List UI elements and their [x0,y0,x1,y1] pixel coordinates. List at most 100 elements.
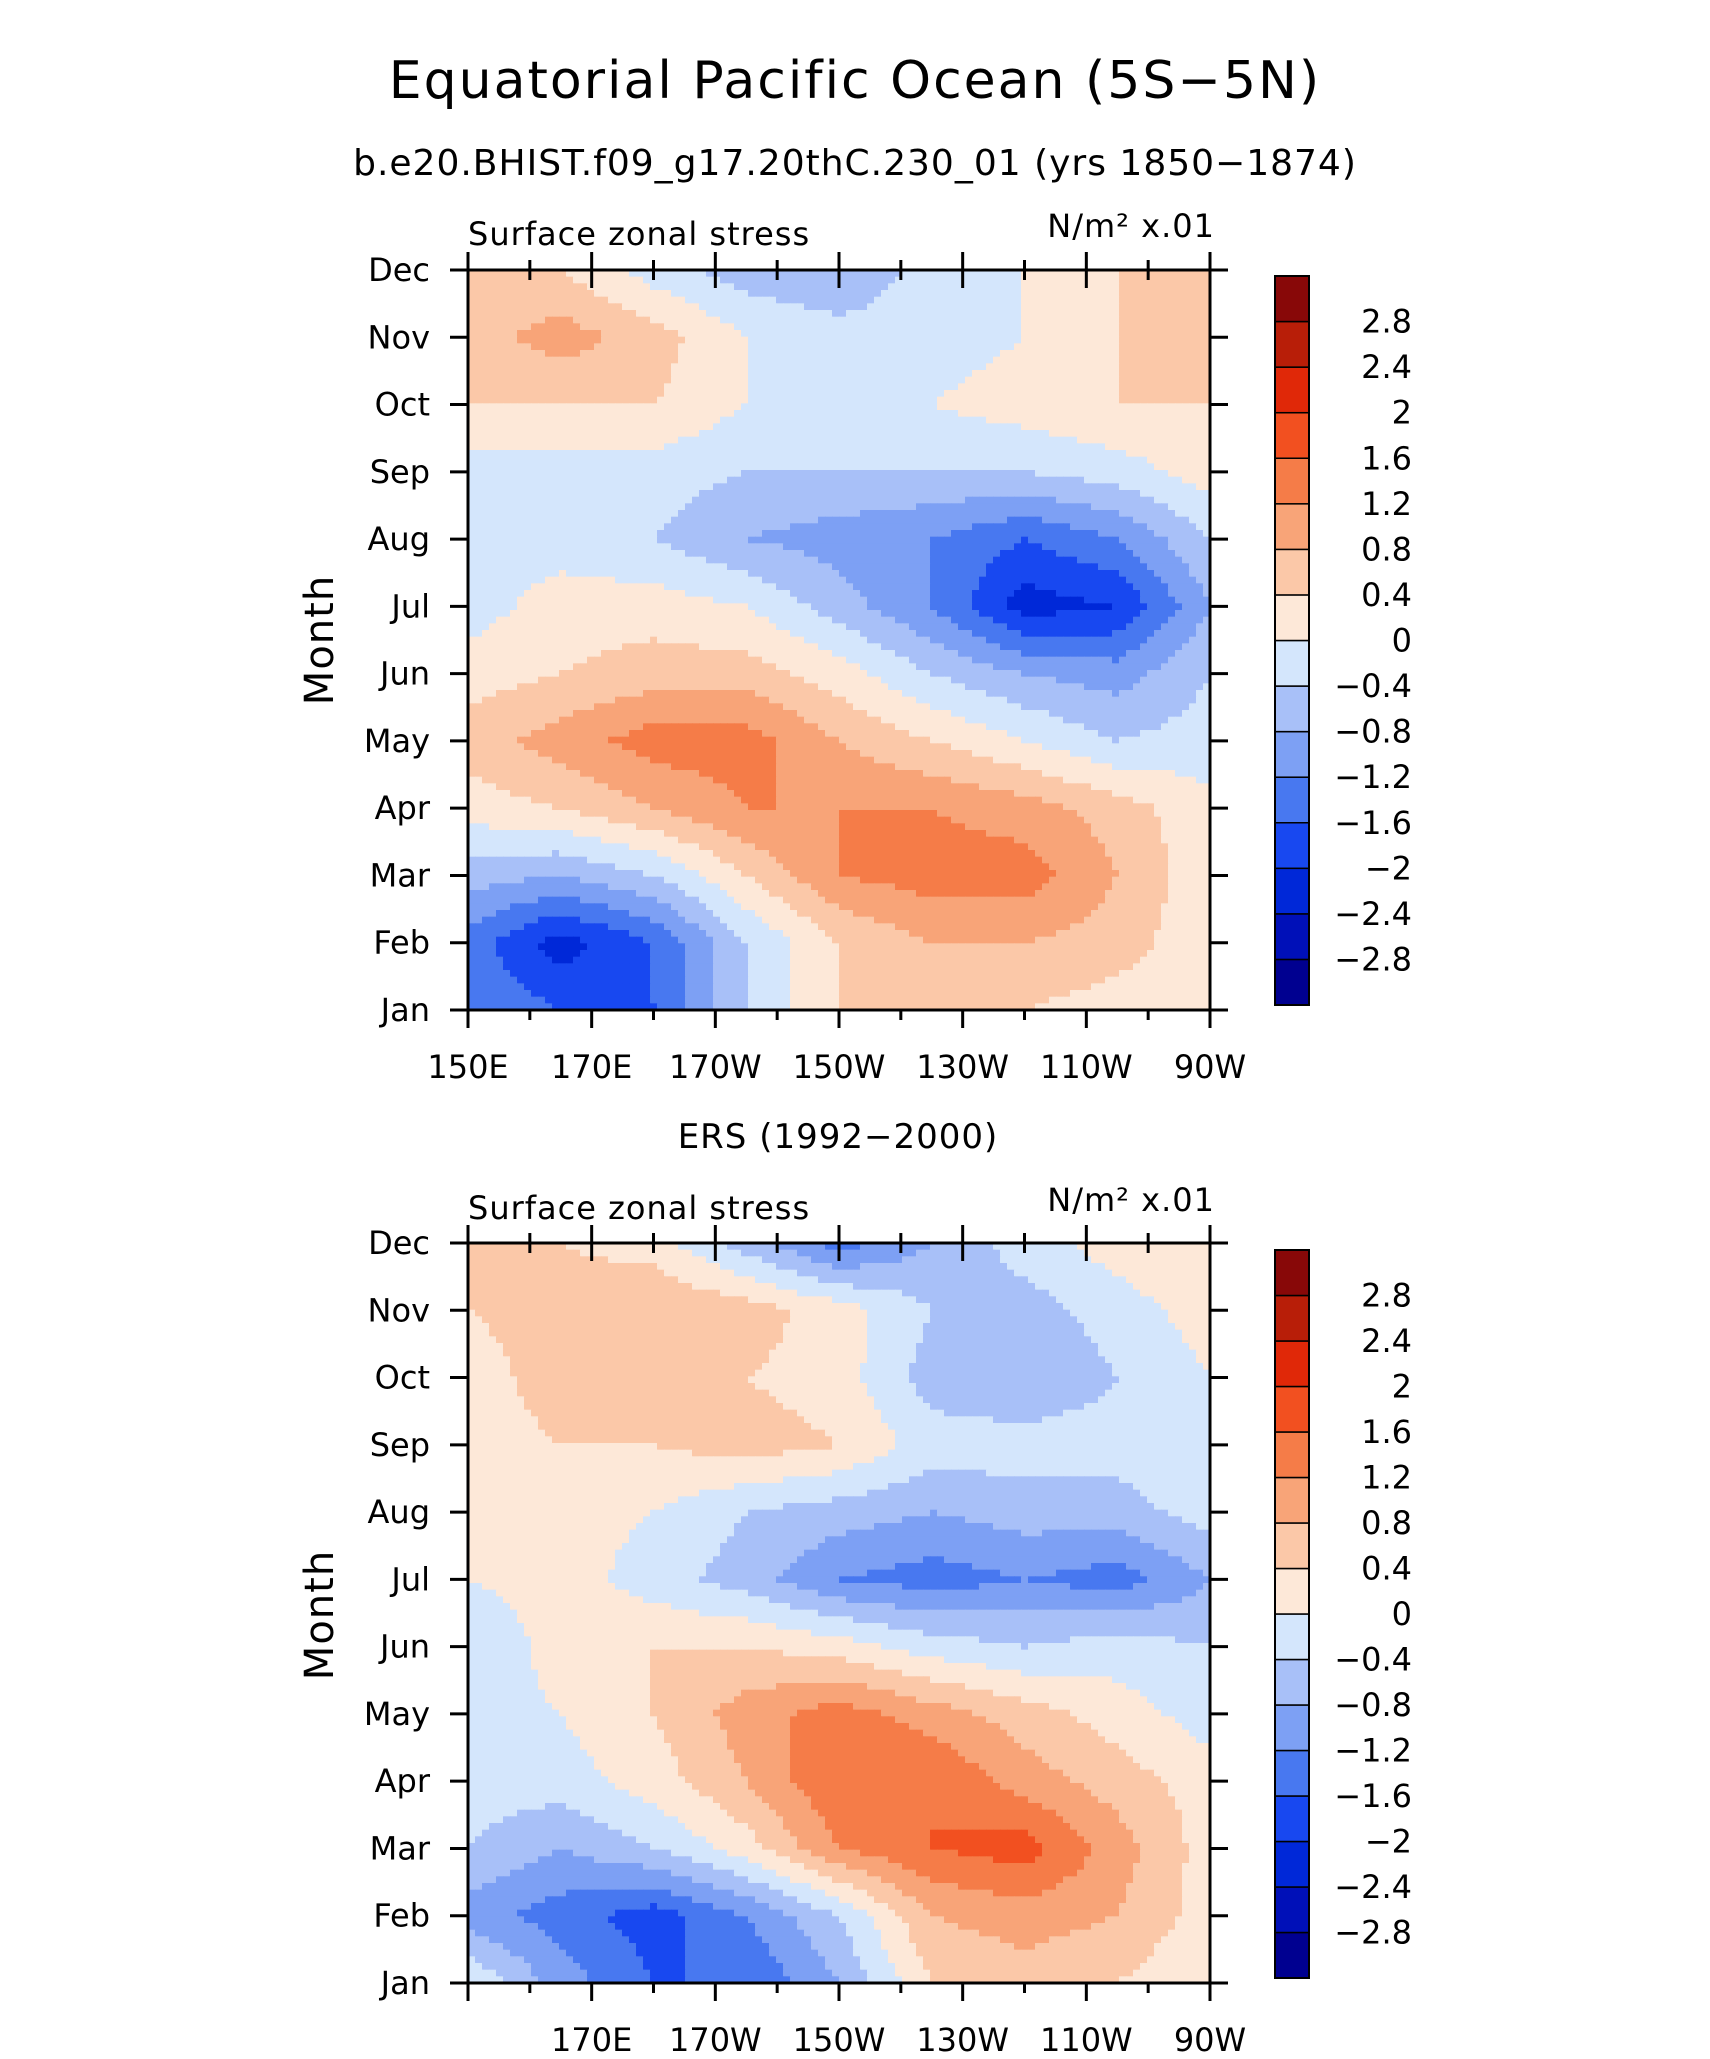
contour-cell [874,390,882,398]
contour-cell [909,430,917,438]
contour-cell [1035,336,1043,344]
contour-cell [769,343,777,351]
contour-cell [1112,570,1120,578]
contour-cell [748,316,756,324]
contour-cell [734,436,742,444]
contour-cell [615,343,623,351]
contour-cell [853,436,861,444]
contour-cell [664,496,672,504]
contour-cell [916,550,924,558]
contour-cell [965,463,973,471]
contour-cell [517,390,525,398]
contour-cell [1168,570,1176,578]
contour-cell [1182,576,1190,584]
contour-cell [846,330,854,338]
contour-cell [1056,396,1064,404]
contour-cell [664,370,672,378]
contour-cell [825,456,833,464]
contour-cell [1161,516,1169,524]
contour-cell [748,303,756,311]
contour-cell [853,383,861,391]
contour-cell [559,303,567,311]
contour-cell [881,276,889,284]
contour-cell [1014,403,1022,411]
contour-cell [713,496,721,504]
contour-cell [825,323,833,331]
contour-cell [1105,576,1113,584]
contour-cell [566,423,574,431]
contour-cell [1070,570,1078,578]
contour-cell [909,436,917,444]
contour-cell [811,290,819,298]
contour-cell [482,290,490,298]
contour-cell [797,430,805,438]
contour-cell [1126,536,1134,544]
contour-cell [566,276,574,284]
contour-cell [895,456,903,464]
contour-cell [979,296,987,304]
contour-cell [1133,270,1141,278]
contour-cell [1091,290,1099,298]
contour-cell [783,396,791,404]
contour-cell [1070,356,1078,364]
contour-cell [720,343,728,351]
contour-cell [545,270,553,278]
contour-cell [1028,310,1036,318]
contour-cell [1084,390,1092,398]
contour-cell [1119,576,1127,584]
contour-cell [706,356,714,364]
contour-cell [804,383,812,391]
contour-cell [489,310,497,318]
contour-cell [951,536,959,544]
contour-cell [1021,543,1029,551]
contour-cell [615,350,623,358]
contour-cell [678,323,686,331]
contour-cell [1203,443,1211,451]
contour-cell [629,383,637,391]
contour-cell [1000,536,1008,544]
contour-cell [566,470,574,478]
contour-cell [608,343,616,351]
contour-cell [902,496,910,504]
contour-cell [1133,490,1141,498]
contour-cell [1014,516,1022,524]
contour-cell [608,450,616,458]
contour-cell [552,276,560,284]
contour-cell [748,270,756,278]
contour-cell [552,330,560,338]
contour-cell [608,550,616,558]
contour-cell [538,343,546,351]
contour-cell [1042,510,1050,518]
contour-cell [510,523,518,531]
contour-cell [727,456,735,464]
contour-cell [601,443,609,451]
contour-cell [699,443,707,451]
contour-cell [517,570,525,578]
contour-cell [566,416,574,424]
contour-cell [615,356,623,364]
contour-cell [671,290,679,298]
contour-cell [902,543,910,551]
contour-cell [895,563,903,571]
contour-cell [720,270,728,278]
contour-cell [1028,530,1036,538]
contour-cell [972,563,980,571]
contour-cell [755,290,763,298]
contour-cell [1196,530,1204,538]
contour-cell [832,423,840,431]
contour-cell [587,403,595,411]
contour-cell [594,416,602,424]
contour-cell [1077,376,1085,384]
contour-cell [944,416,952,424]
contour-cell [1147,370,1155,378]
contour-cell [783,330,791,338]
contour-cell [986,470,994,478]
contour-cell [685,410,693,418]
contour-cell [615,410,623,418]
contour-cell [1147,316,1155,324]
contour-cell [594,383,602,391]
contour-cell [1196,343,1204,351]
contour-cell [1147,376,1155,384]
contour-cell [1147,356,1155,364]
contour-cell [475,536,483,544]
